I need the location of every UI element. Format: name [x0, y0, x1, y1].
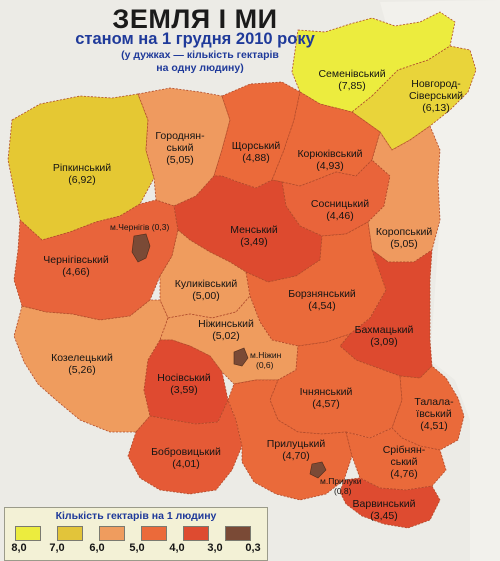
label-ichnianskyi: Ічнянський (4,57) [299, 386, 353, 410]
label-bobrovytskyi: Бобровицький (4,01) [151, 446, 221, 470]
label-sribnianskyi: Срібнян-ський (4,76) [382, 444, 426, 480]
label-chernihivskyi: Чернігівський (4,66) [43, 254, 109, 278]
district-shchorskyi [213, 81, 301, 189]
legend-swatch-yellow [15, 526, 41, 541]
city-pryluky [309, 461, 327, 479]
label-kulykivskyi: Куликівський (5,00) [174, 278, 238, 302]
label-sosnytskyi: Сосницький (4,46) [310, 198, 370, 222]
label-kozeletskyi: Козелецький (5,26) [51, 352, 113, 376]
label-prylutskyi: Прилуцький (4,70) [266, 438, 326, 462]
map-note: (у дужках — кількість гектарів на одну л… [50, 49, 350, 75]
district-koriukivskyi [271, 91, 381, 187]
label-ripkynskyi: Ріпкинський (6,92) [52, 162, 112, 186]
city-nizhyn [233, 347, 249, 367]
label-varvynskyi: Варвинський (3,45) [352, 498, 416, 522]
legend-swatch-brown [225, 526, 251, 541]
legend-tick: 3,0 [207, 542, 223, 554]
label-nosivskyi: Носівський (3,59) [157, 372, 211, 396]
district-sribnianskyi [345, 427, 447, 491]
district-varvynskyi [339, 477, 441, 529]
legend-swatch-gold [57, 526, 83, 541]
label-city-nizhyn: м.Ніжин (0,6) [250, 350, 282, 370]
label-koropskyi: Коропський (5,05) [375, 226, 433, 250]
label-nizhynskyi: Ніжинський (5,02) [198, 318, 254, 342]
map-title: ЗЕМЛЯ І МИ [112, 4, 278, 34]
label-bakhmatskyi: Бахмацький (3,09) [354, 324, 414, 348]
map-subtitle: станом на 1 грудня 2010 року [75, 30, 315, 48]
label-novhorod: Новгород- Сіверський (6,13) [408, 78, 464, 114]
label-semenivskyi: Семенівський (7,85) [318, 68, 386, 92]
label-borznianskyi: Борзнянський (4,54) [288, 288, 356, 312]
legend-tick: 6,0 [89, 542, 105, 554]
label-horodnianskyi: Городнян-ський (5,05) [155, 130, 205, 166]
map-note-line2: на одну людину) [156, 62, 244, 74]
label-city-pryluky: м.Прилуки (0,8) [320, 476, 362, 496]
label-menskyi: Менський (3,49) [230, 224, 278, 248]
legend-tick: 0,3 [245, 542, 261, 554]
map-note-line1: (у дужках — кількість гектарів [121, 49, 279, 61]
legend-swatch-peach [99, 526, 125, 541]
legend-title: Кількість гектарів на 1 людину [55, 510, 217, 522]
legend-tick: 8,0 [11, 542, 27, 554]
legend-swatch-orange [141, 526, 167, 541]
district-menskyi [173, 175, 323, 283]
city-chernihiv [131, 233, 151, 263]
legend-tick: 5,0 [129, 542, 145, 554]
label-shchorskyi: Щорський (4,88) [231, 140, 281, 164]
district-kozeletskyi [13, 299, 169, 433]
label-talalaivskyi: Талала-ївський (4,51) [414, 396, 454, 432]
legend-tick: 7,0 [49, 542, 65, 554]
legend: Кількість гектарів на 1 людину 8,0 7,0 6… [4, 507, 268, 561]
legend-swatch-red [183, 526, 209, 541]
label-city-chernihiv: м.Чернігів (0,3) [110, 222, 170, 232]
label-koriukivskyi: Корюківський (4,93) [297, 148, 363, 172]
legend-tick: 4,0 [169, 542, 185, 554]
district-ripkynskyi [7, 93, 155, 241]
